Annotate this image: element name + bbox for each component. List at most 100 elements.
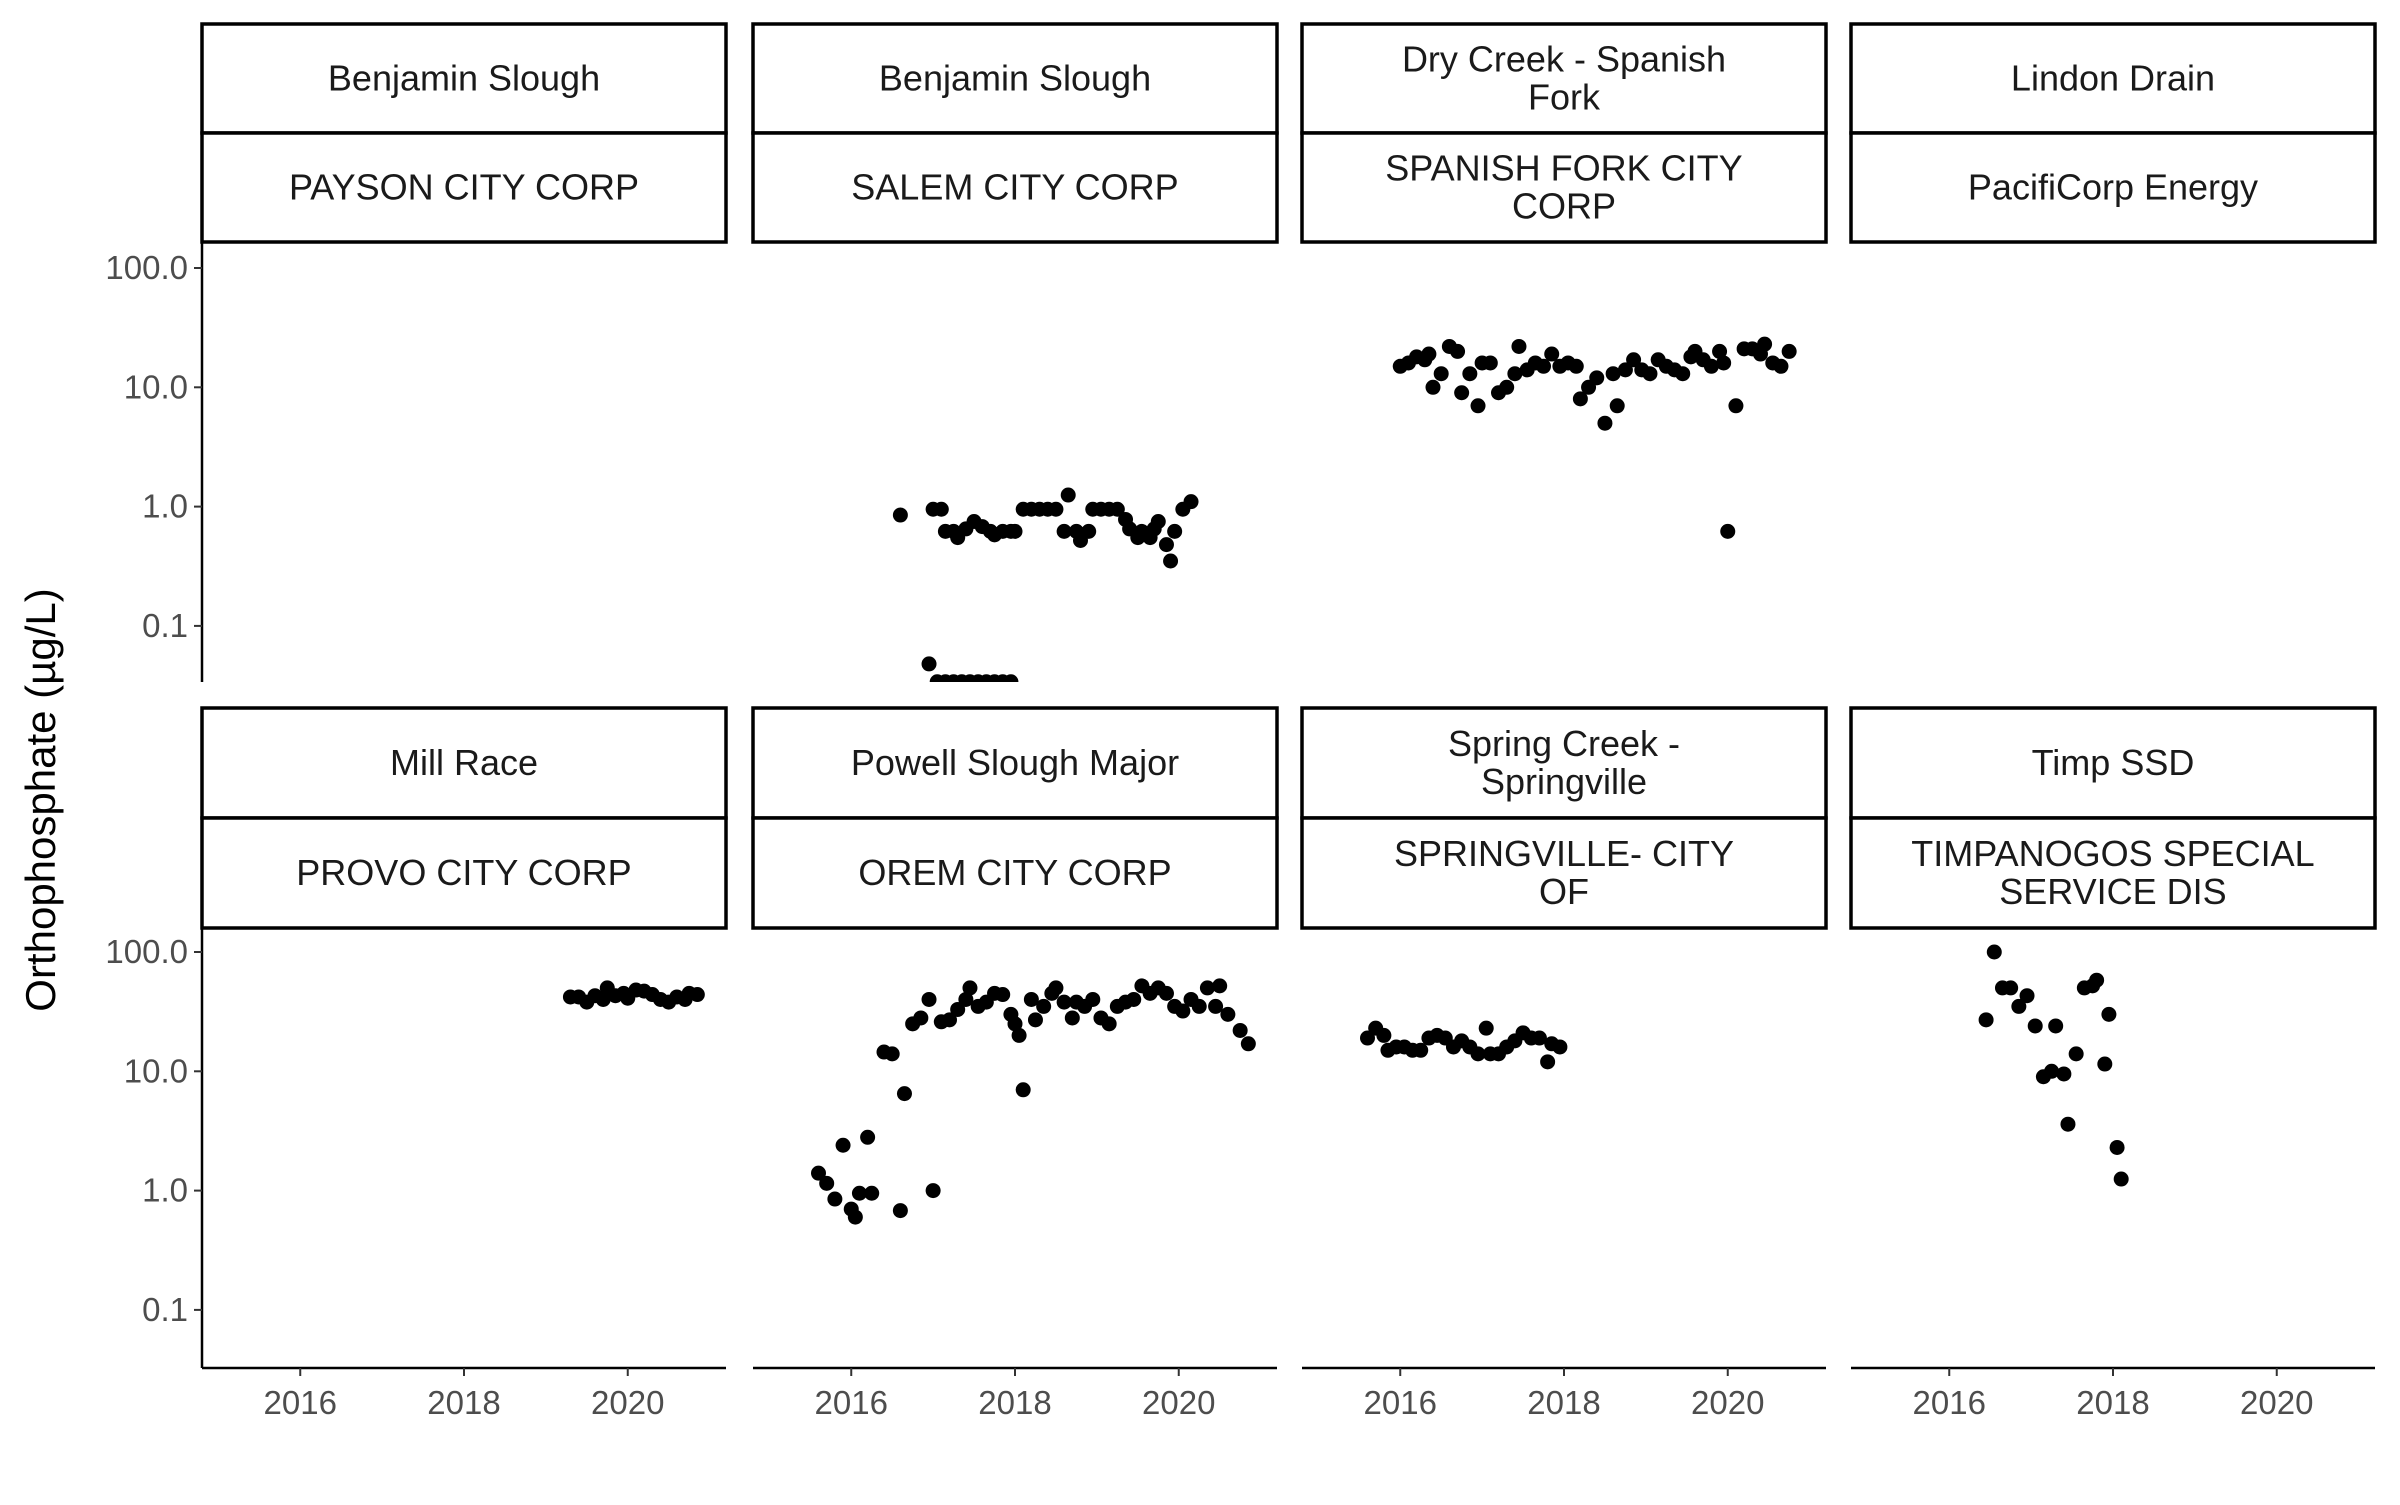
data-point	[1712, 343, 1728, 359]
y-tick-label: 10.0	[124, 368, 188, 405]
data-point	[1425, 379, 1441, 395]
x-tick-label: 2020	[1142, 1384, 1215, 1421]
x-tick-label: 2016	[1364, 1384, 1437, 1421]
x-tick-label: 2016	[1913, 1384, 1986, 1421]
data-point	[1183, 494, 1199, 510]
facet-site-label-line: Springville	[1481, 761, 1647, 802]
data-point	[2097, 1056, 2113, 1072]
data-point	[962, 980, 978, 996]
data-point	[860, 1129, 876, 1145]
facet-panel: Timp SSD TIMPANOGOS SPECIAL SERVICE DIS 201…	[1849, 706, 2377, 1421]
x-tick-label: 2018	[1527, 1384, 1600, 1421]
y-axis-title: Orthophosphate (µg/L)	[17, 588, 64, 1011]
y-tick-label: 0.1	[142, 1291, 188, 1328]
data-point	[1605, 366, 1621, 382]
y-tick-label: 100.0	[105, 933, 188, 970]
data-point	[1232, 1022, 1248, 1038]
data-point	[1036, 998, 1052, 1014]
facet-site-label: Benjamin Slough	[328, 58, 600, 99]
facet-strip-site	[1300, 706, 1828, 820]
data-point	[2044, 1063, 2060, 1079]
data-point	[1450, 343, 1466, 359]
x-tick-label: 2016	[264, 1384, 337, 1421]
data-point	[1360, 1030, 1375, 1046]
point-layer	[811, 978, 1256, 1225]
data-point	[1212, 978, 1228, 994]
data-point	[819, 1175, 835, 1191]
facet-panel: Lindon Drain PacifiCorp Energy	[1849, 22, 2377, 244]
data-point	[1773, 358, 1789, 374]
data-point	[892, 1203, 908, 1219]
facet-owner-label-line: SERVICE DIS	[1999, 871, 2226, 912]
facet-owner-label: TIMPANOGOS SPECIAL SERVICE DIS	[1911, 833, 2314, 912]
data-point	[1048, 980, 1064, 996]
point-layer	[892, 487, 1199, 682]
facet-owner-label-line: PROVO CITY CORP	[296, 852, 631, 893]
facet-owner-label: PAYSON CITY CORP	[289, 167, 639, 208]
data-point	[2048, 1018, 2064, 1034]
data-point	[2089, 972, 2105, 988]
facet-owner-label-line: CORP	[1512, 186, 1616, 227]
data-point	[1064, 1010, 1080, 1026]
data-point	[1007, 523, 1023, 539]
data-point	[1101, 1016, 1117, 1032]
data-point	[1544, 346, 1560, 362]
facet-panel: Spring Creek -Springville SPRINGVILLE- CI…	[1300, 706, 1828, 1421]
facet-site-label: Powell Slough Major	[851, 742, 1179, 783]
data-point	[1572, 391, 1588, 407]
data-point	[1720, 523, 1736, 539]
x-tick-label: 2018	[2076, 1384, 2149, 1421]
data-point	[1085, 991, 1101, 1007]
data-point	[1158, 985, 1174, 1001]
facet-strip-site	[1849, 22, 2377, 135]
data-point	[921, 656, 937, 672]
x-tick-label: 2020	[591, 1384, 664, 1421]
data-point	[847, 1209, 863, 1225]
facet-strip-site	[1849, 706, 2377, 820]
data-point	[1208, 998, 1224, 1014]
data-point	[1003, 674, 1019, 682]
data-point	[925, 1183, 941, 1199]
data-point	[950, 1001, 966, 1017]
data-point	[2011, 998, 2027, 1014]
data-point	[913, 1010, 929, 1026]
data-point	[2068, 1046, 2084, 1062]
data-point	[1511, 338, 1527, 354]
facet-site-label-line: Lindon Drain	[2011, 58, 2215, 99]
data-point	[2056, 1066, 2072, 1082]
x-tick-label: 2016	[815, 1384, 888, 1421]
data-point	[1568, 358, 1584, 374]
facet-site-label: Timp SSD	[2032, 742, 2195, 783]
point-layer	[1978, 944, 2129, 1187]
facet-strip-owner	[200, 816, 728, 930]
facet-strip-site	[751, 22, 1279, 135]
data-point	[1199, 980, 1215, 996]
data-point	[1191, 998, 1207, 1014]
data-point	[1507, 366, 1523, 382]
data-point	[1056, 523, 1072, 539]
facet-site-label-line: Benjamin Slough	[879, 58, 1151, 99]
y-tick-label: 1.0	[142, 1172, 188, 1209]
data-point	[1986, 944, 2002, 960]
data-point	[1470, 1046, 1486, 1062]
facet-strip-owner	[1849, 131, 2377, 244]
data-point	[1376, 1027, 1392, 1043]
data-point	[1482, 355, 1498, 371]
data-point	[892, 507, 908, 523]
data-point	[2109, 1139, 2125, 1155]
data-point	[1675, 366, 1691, 382]
facet-site-label: Benjamin Slough	[879, 58, 1151, 99]
data-point	[2019, 988, 2035, 1004]
facet-panel: Mill Race PROVO CITY CORP 100.0 10.0 1.0 0.1 2…	[105, 706, 728, 1421]
data-point	[1433, 366, 1449, 382]
data-point	[1056, 994, 1072, 1010]
facet-owner-label: SALEM CITY CORP	[851, 167, 1178, 208]
facet-strip-owner	[1300, 816, 1828, 930]
facet-site-label-line: Fork	[1528, 77, 1601, 118]
data-point	[2027, 1018, 2043, 1034]
facet-owner-label-line: OREM CITY CORP	[858, 852, 1171, 893]
data-point	[851, 1185, 867, 1201]
facet-strip-owner	[751, 816, 1279, 930]
